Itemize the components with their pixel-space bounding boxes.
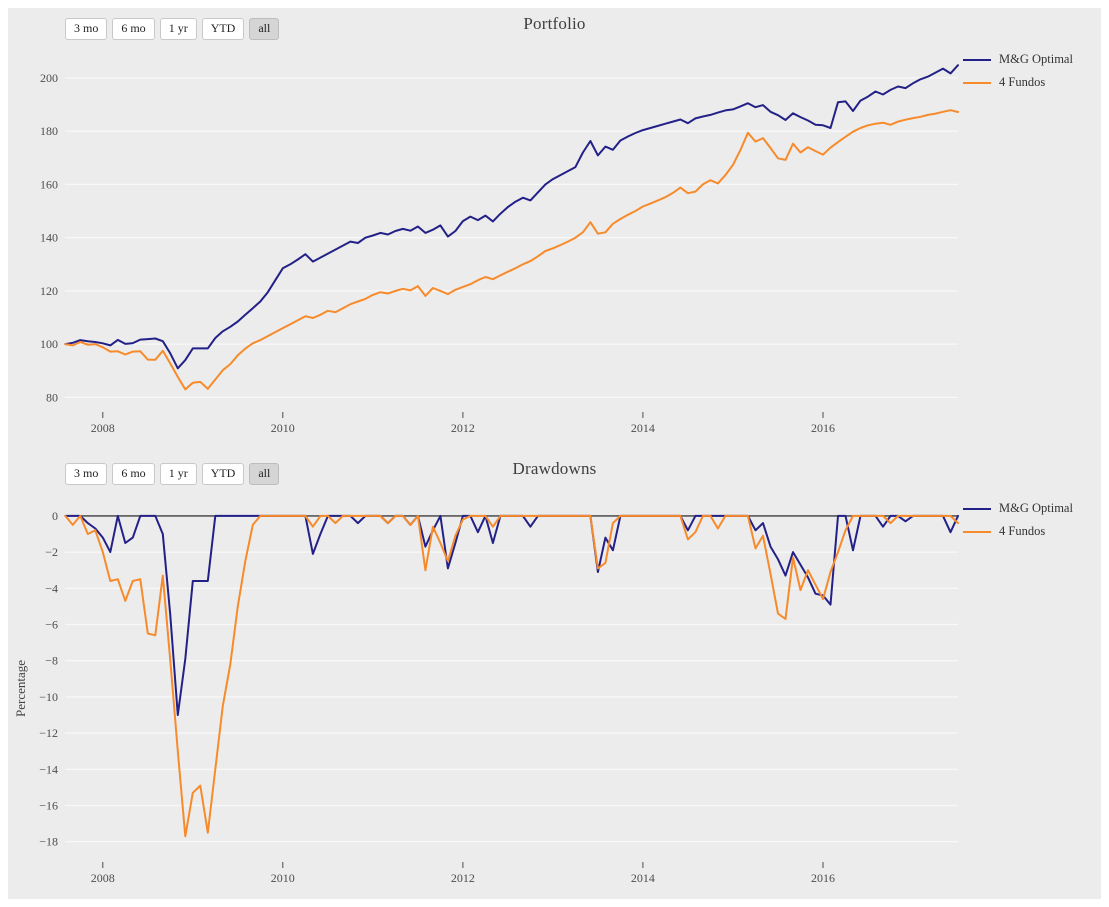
legend-label: M&G Optimal xyxy=(999,52,1073,66)
svg-text:140: 140 xyxy=(40,231,58,245)
svg-text:−18: −18 xyxy=(39,835,58,849)
svg-text:−16: −16 xyxy=(39,799,58,813)
svg-text:160: 160 xyxy=(40,177,58,191)
series-line-1 xyxy=(64,514,959,838)
range-button-6-mo[interactable]: 6 mo xyxy=(112,463,155,485)
svg-text:−14: −14 xyxy=(39,762,58,776)
series-line-0 xyxy=(64,64,959,370)
svg-text:0: 0 xyxy=(52,509,58,523)
range-button-1-yr[interactable]: 1 yr xyxy=(159,463,197,485)
svg-text:180: 180 xyxy=(40,124,58,138)
legend-item-4-fundos[interactable]: 4 Fundos xyxy=(963,75,1101,90)
legend-line-swatch xyxy=(963,530,991,533)
range-button-ytd[interactable]: YTD xyxy=(201,463,245,485)
svg-text:−8: −8 xyxy=(45,654,58,668)
svg-text:2008: 2008 xyxy=(91,871,115,885)
drawdowns-range-selector: 3 mo 6 mo 1 yr YTD all xyxy=(65,463,284,485)
x-axis-ticks: 2008 2010 2012 2014 2016 xyxy=(91,862,835,885)
svg-text:2016: 2016 xyxy=(811,421,835,435)
range-button-ytd[interactable]: YTD xyxy=(201,18,245,40)
drawdowns-chart-section: 2008 2010 2012 2014 2016 0 −2 −4 −6 −8 −10 −12 −14 −1… xyxy=(8,447,1101,899)
y-axis-ticks: 80 100 120 140 160 180 200 xyxy=(40,71,58,404)
drawdowns-plot-area[interactable]: 2008 2010 2012 2014 2016 0 −2 −4 −6 −8 −10 −12 −14 −1… xyxy=(8,447,1101,899)
portfolio-chart-title: Portfolio xyxy=(523,14,586,33)
svg-text:120: 120 xyxy=(40,284,58,298)
svg-text:−2: −2 xyxy=(45,545,58,559)
drawdowns-y-axis-title: Percentage xyxy=(13,659,28,717)
svg-text:200: 200 xyxy=(40,71,58,85)
svg-text:2008: 2008 xyxy=(91,421,115,435)
svg-text:2010: 2010 xyxy=(271,421,295,435)
legend-item-m-g-optimal[interactable]: M&G Optimal xyxy=(963,501,1101,516)
range-button-1-yr[interactable]: 1 yr xyxy=(159,18,197,40)
range-button-3-mo[interactable]: 3 mo xyxy=(65,463,108,485)
legend-line-swatch xyxy=(963,81,991,84)
legend-label: M&G Optimal xyxy=(999,501,1073,515)
portfolio-legend: M&G Optimal 4 Fundos xyxy=(963,52,1101,98)
svg-text:2014: 2014 xyxy=(631,871,655,885)
svg-text:−6: −6 xyxy=(45,618,58,632)
svg-text:−10: −10 xyxy=(39,690,58,704)
portfolio-range-selector: 3 mo 6 mo 1 yr YTD all xyxy=(65,18,284,40)
gridlines xyxy=(65,551,958,843)
gridlines xyxy=(65,77,958,399)
range-button-all[interactable]: all xyxy=(249,18,280,40)
x-axis-ticks: 2008 2010 2012 2014 2016 xyxy=(91,412,835,435)
svg-text:2012: 2012 xyxy=(451,871,475,885)
legend-item-4-fundos[interactable]: 4 Fundos xyxy=(963,524,1101,539)
drawdowns-legend: M&G Optimal 4 Fundos xyxy=(963,501,1101,547)
drawdowns-chart-title: Drawdowns xyxy=(512,459,597,478)
legend-line-swatch xyxy=(963,58,991,61)
portfolio-chart-section: 2008 2010 2012 2014 2016 80 100 120 140 160 180 200… xyxy=(8,8,1101,447)
svg-text:2012: 2012 xyxy=(451,421,475,435)
svg-text:−12: −12 xyxy=(39,726,58,740)
legend-line-swatch xyxy=(963,507,991,510)
legend-label: 4 Fundos xyxy=(999,524,1046,538)
svg-text:2016: 2016 xyxy=(811,871,835,885)
svg-text:2014: 2014 xyxy=(631,421,655,435)
svg-text:80: 80 xyxy=(46,390,58,404)
series-line-1 xyxy=(64,109,959,391)
legend-item-m-g-optimal[interactable]: M&G Optimal xyxy=(963,52,1101,67)
svg-text:−4: −4 xyxy=(45,581,58,595)
range-button-3-mo[interactable]: 3 mo xyxy=(65,18,108,40)
range-button-all[interactable]: all xyxy=(249,463,280,485)
svg-text:2010: 2010 xyxy=(271,871,295,885)
svg-text:100: 100 xyxy=(40,337,58,351)
legend-label: 4 Fundos xyxy=(999,75,1046,89)
series-line-0 xyxy=(64,514,959,716)
portfolio-plot-area[interactable]: 2008 2010 2012 2014 2016 80 100 120 140 160 180 200 xyxy=(8,8,1101,447)
y-axis-ticks: 0 −2 −4 −6 −8 −10 −12 −14 −16 −18 xyxy=(39,509,58,849)
range-button-6-mo[interactable]: 6 mo xyxy=(112,18,155,40)
charts-panel: 2008 2010 2012 2014 2016 80 100 120 140 160 180 200… xyxy=(8,8,1101,899)
